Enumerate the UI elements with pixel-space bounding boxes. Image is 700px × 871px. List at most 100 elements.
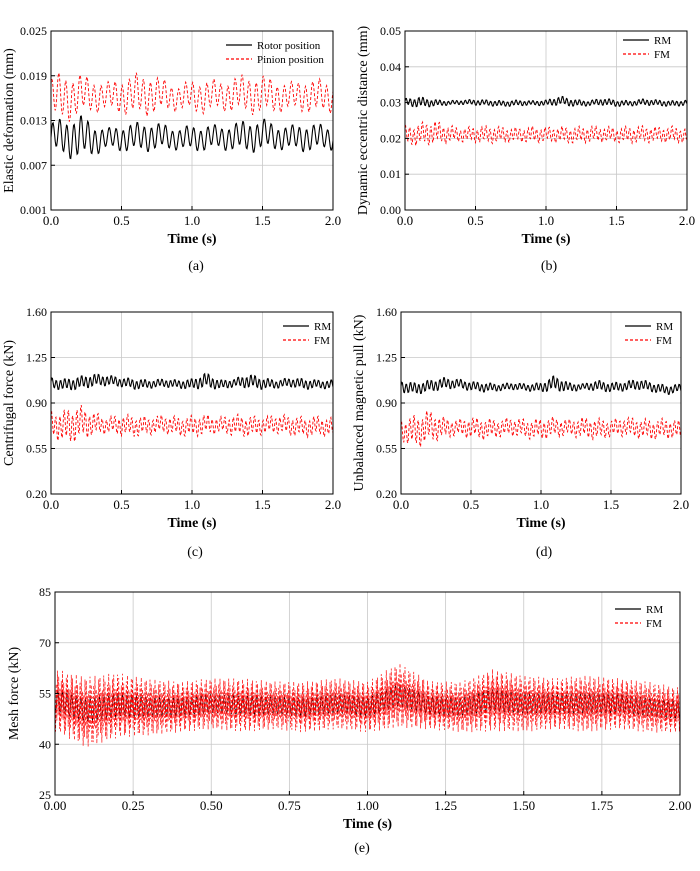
x-tick-label: 0.00: [44, 798, 67, 813]
legend: RM FM: [625, 321, 673, 347]
y-tick-label: 0.02: [380, 131, 401, 145]
x-tick-label: 2.00: [669, 798, 692, 813]
y-axis-label: Dynamic eccentric distance (mm): [356, 26, 371, 216]
x-tick-label: 1.0: [538, 213, 554, 228]
legend-label: FM: [654, 49, 670, 61]
x-tick-label: 2.0: [679, 213, 695, 228]
x-tick-label: 0.0: [43, 213, 59, 228]
y-axis-label: Unbalanced magnetic pull (kN): [352, 314, 367, 491]
panel-a: 0.0 0.5 1.0 1.5 2.0 0.001 0.007 0.013 0.019 0.025…: [2, 24, 341, 274]
y-tick-label: 1.25: [376, 351, 397, 365]
legend-label: FM: [646, 618, 662, 630]
x-tick-label: 1.50: [512, 798, 535, 813]
panel-d: 0.0 0.5 1.0 1.5 2.0 0.20 0.55 0.90 1.25 1.60 Time …: [352, 305, 689, 560]
x-tick-label: 1.5: [603, 497, 619, 512]
x-tick-label: 1.0: [533, 497, 549, 512]
panel-b: 0.0 0.5 1.0 1.5 2.0 0.00 0.01 0.02 0.03 0.04 0.05 T…: [356, 24, 695, 274]
x-tick-label: 1.5: [608, 213, 624, 228]
legend-label: Rotor position: [257, 40, 321, 52]
y-tick-label: 0.01: [380, 167, 401, 181]
y-tick-label: 1.25: [26, 351, 47, 365]
y-axis-label: Elastic deformation (mm): [2, 48, 17, 193]
x-tick-label: 1.25: [434, 798, 457, 813]
legend-label: RM: [656, 321, 673, 333]
series-line-rm: [50, 372, 334, 391]
y-tick-label: 0.007: [20, 158, 47, 172]
y-tick-label: 0.03: [380, 96, 401, 110]
y-tick-label: 1.60: [376, 305, 397, 319]
y-tick-label: 0.001: [20, 203, 47, 217]
legend-label: FM: [656, 335, 672, 347]
series-line-fm: [400, 410, 682, 447]
legend-label: RM: [314, 321, 331, 333]
y-tick-label: 0.20: [376, 487, 397, 501]
x-tick-label: 2.0: [673, 497, 689, 512]
x-axis-label: Time (s): [167, 232, 216, 247]
legend: Rotor position Pinion position: [226, 40, 324, 66]
x-axis-label: Time (s): [516, 516, 565, 531]
x-tick-label: 0.5: [113, 213, 129, 228]
legend: RM FM: [623, 35, 671, 61]
x-tick-label: 0.5: [467, 213, 483, 228]
x-tick-label: 0.5: [113, 497, 129, 512]
x-axis-label: Time (s): [521, 232, 570, 247]
panel-caption: (d): [536, 545, 553, 560]
x-tick-label: 1.75: [591, 798, 614, 813]
legend: RM FM: [615, 604, 663, 630]
x-tick-label: 0.0: [43, 497, 59, 512]
y-axis-label: Centrifugal force (kN): [2, 340, 17, 466]
y-tick-label: 0.04: [380, 60, 401, 74]
series-line-rotor-position: [50, 115, 334, 160]
y-tick-label: 85: [39, 585, 51, 599]
x-tick-label: 2.0: [325, 213, 341, 228]
y-tick-label: 25: [39, 788, 51, 802]
legend: RM FM: [283, 321, 331, 347]
x-tick-label: 1.0: [184, 213, 200, 228]
legend-label: RM: [646, 604, 663, 616]
series-line-fm: [54, 663, 681, 747]
y-tick-label: 0.025: [20, 24, 47, 38]
panel-c: 0.0 0.5 1.0 1.5 2.0 0.20 0.55 0.90 1.25 1.60 Time …: [2, 305, 341, 560]
y-tick-label: 0.55: [376, 442, 397, 456]
x-tick-label: 1.5: [254, 213, 270, 228]
y-tick-label: 0.019: [20, 69, 47, 83]
x-tick-label: 0.5: [463, 497, 479, 512]
y-tick-label: 0.90: [26, 396, 47, 410]
x-tick-label: 0.75: [278, 798, 301, 813]
y-tick-label: 0.90: [376, 396, 397, 410]
x-tick-label: 0.0: [397, 213, 413, 228]
y-tick-label: 0.00: [380, 203, 401, 217]
x-tick-label: 1.00: [356, 798, 379, 813]
y-tick-label: 0.05: [380, 24, 401, 38]
y-tick-label: 0.013: [20, 114, 47, 128]
panel-caption: (a): [188, 259, 204, 274]
x-tick-label: 0.50: [200, 798, 223, 813]
y-tick-label: 55: [39, 687, 51, 701]
x-tick-label: 1.5: [254, 497, 270, 512]
panel-caption: (b): [541, 259, 558, 274]
y-axis-label: Mesh force (kN): [7, 647, 22, 741]
x-tick-label: 1.0: [184, 497, 200, 512]
panel-caption: (e): [354, 841, 370, 856]
series-line-pinion-position: [50, 72, 334, 122]
series-line-rm: [400, 375, 682, 395]
panel-e: 0.00 0.25 0.50 0.75 1.00 1.25 1.50 1.75 2.00 25 40…: [7, 585, 691, 856]
y-tick-label: 0.55: [26, 442, 47, 456]
x-tick-label: 2.0: [325, 497, 341, 512]
x-tick-label: 0.0: [393, 497, 409, 512]
x-axis-label: Time (s): [167, 516, 216, 531]
series-line-fm: [404, 120, 688, 147]
y-tick-label: 0.20: [26, 487, 47, 501]
x-axis-label: Time (s): [343, 817, 392, 832]
x-tick-label: 0.25: [122, 798, 145, 813]
series-line-fm: [50, 404, 334, 443]
legend-label: Pinion position: [257, 54, 324, 66]
legend-label: RM: [654, 35, 671, 47]
y-tick-label: 40: [39, 737, 51, 751]
legend-label: FM: [314, 335, 330, 347]
y-tick-label: 1.60: [26, 305, 47, 319]
y-tick-label: 70: [39, 636, 51, 650]
panel-caption: (c): [187, 545, 203, 560]
series-line-rm: [404, 95, 688, 108]
